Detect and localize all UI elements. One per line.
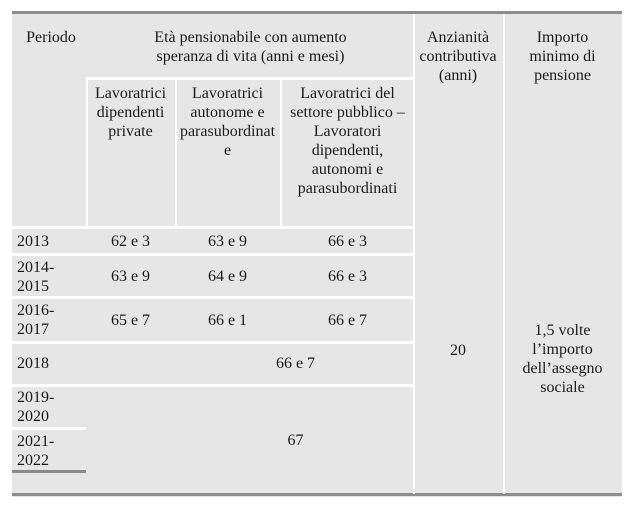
importo-value-line: 1,5 volte [534,322,591,339]
subheader-private-line: private [108,123,153,140]
row-divider [12,384,413,387]
importo-value-line: l’importo [532,341,593,358]
row-periodo: 2021- [17,433,55,450]
header-importo-line: pensione [534,67,591,84]
subheader-pubblico-line: settore pubblico – [290,104,405,121]
header-importo-line: Importo [536,29,589,46]
importo-value-line: dell’assegno [522,360,603,377]
row-periodo: 2019- [17,389,55,406]
cell-pubblico: 66 e 3 [327,268,368,285]
row-periodo: 2017 [17,321,49,338]
row-periodo: 2020 [17,408,49,425]
header-anzianita-line: Anzianità [426,29,490,46]
subheader-private-line: dipendenti [96,104,165,121]
cell-merged: 67 [287,432,304,449]
column-divider [280,78,282,228]
cell-pubblico: 66 e 7 [327,312,368,329]
row-periodo: 2013 [17,233,49,250]
header-periodo: Periodo [26,29,76,46]
column-divider [175,78,177,228]
subheader-pubblico-line: Lavoratori [313,123,382,140]
row-periodo: 2015 [17,278,49,295]
cell-private: 62 e 3 [110,233,151,250]
subheader-autonome-line: parasubordinat [179,123,276,140]
row-periodo: 2014- [17,259,55,276]
cell-private: 63 e 9 [110,268,151,285]
row-divider [12,470,86,473]
header-anzianita-line: (anni) [438,67,478,84]
subheader-pubblico-line: dipendenti, [311,142,384,159]
header-eta-line1: Età pensionabile con aumento [154,29,347,46]
column-divider [413,14,415,494]
subheader-pubblico-line: parasubordinati [297,180,398,197]
row-periodo: 2016- [17,302,55,319]
row-divider [12,253,413,256]
row-divider [12,427,86,430]
subheader-pubblico-line: autonomi e [311,161,384,178]
header-anzianita-line: contributiva [419,48,497,65]
column-divider [503,14,505,494]
subheader-autonome-line: autonome e [190,104,265,121]
subheader-private-line: Lavoratrici [94,85,167,102]
row-divider [12,226,413,229]
header-eta-line2: speranza di vita (anni e mesi) [156,48,345,65]
table-bottom-rule [12,493,622,496]
cell-autonome: 63 e 9 [207,233,248,250]
table-top-rule [12,11,622,14]
cell-merged: 66 e 7 [275,355,316,372]
anzianita-value: 20 [450,342,466,359]
subheader-autonome-line: Lavoratrici [191,85,264,102]
header-divider [86,77,413,80]
row-divider [12,341,413,344]
importo-value-line: sociale [540,379,585,396]
row-divider [12,296,413,299]
cell-pubblico: 66 e 3 [327,233,368,250]
row-periodo: 2018 [17,355,49,372]
cell-private: 65 e 7 [110,312,151,329]
subheader-pubblico-line: Lavoratrici del [300,85,395,102]
cell-autonome: 64 e 9 [207,268,248,285]
column-divider [86,78,88,228]
subheader-autonome-line: e [223,142,232,159]
row-periodo: 2022 [17,452,49,469]
cell-autonome: 66 e 1 [207,312,248,329]
header-importo-line: minimo di [529,48,596,65]
